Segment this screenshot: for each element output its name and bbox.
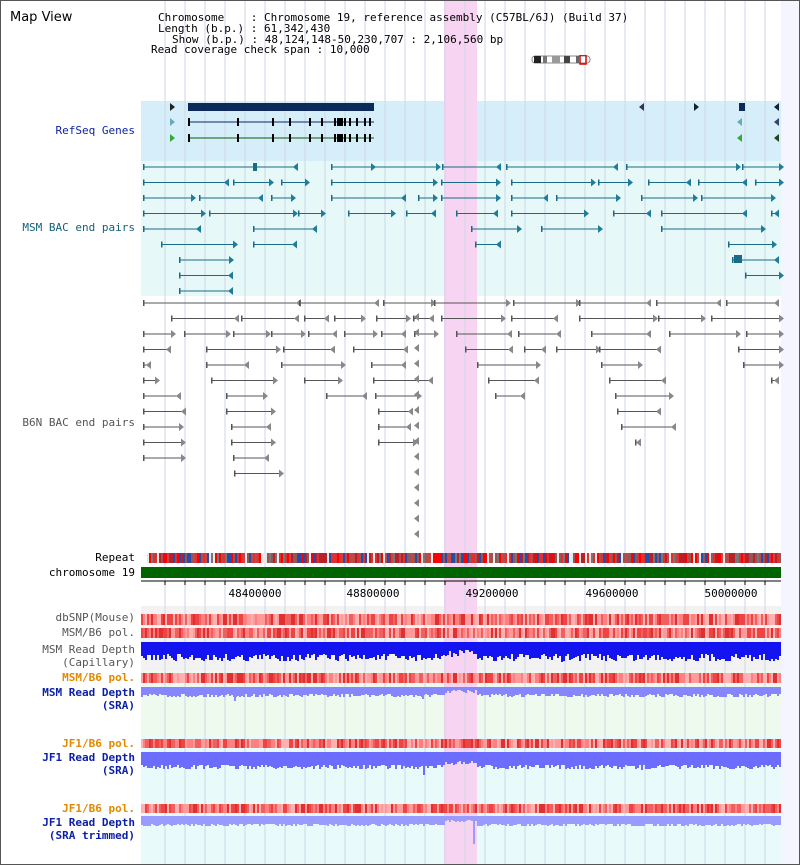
chromosome-info-line: Chromosome : Chromosome 19, reference as… [158, 11, 629, 24]
refseq-genes-features [170, 103, 779, 142]
density-tracks [141, 614, 781, 844]
chromosome-ideogram[interactable] [531, 55, 595, 65]
msm-bac-label: MSM BAC end pairs [22, 221, 135, 234]
jf1-read-depth-trimmed-label: JF1 Read Depth [42, 816, 135, 829]
axis-tick-label: 50000000 [704, 587, 758, 600]
length-info-line: Length (b.p.) : 61,342,430 [158, 22, 331, 35]
grid-lines [164, 1, 766, 864]
chromosome-value: Chromosome 19, reference assembly (C57BL… [263, 11, 629, 24]
chromosome-label: chromosome 19 [48, 566, 135, 579]
coverage-info-line: Read coverage check span : 10,000 [151, 43, 370, 56]
chromosome-bar[interactable] [141, 567, 781, 578]
show-info-line: Show (b.p.) : 48,124,148-50,230,707 : 2,… [172, 33, 504, 46]
selected-region-highlight[interactable] [444, 1, 477, 864]
page-title: Map View [10, 10, 73, 25]
msm-sra-label: (SRA) [101, 699, 135, 712]
axis-ticks [164, 581, 766, 585]
capillary-label: (Capillary) [62, 656, 135, 669]
axis-tick-label: 48400000 [228, 587, 282, 600]
dbsnp-label: dbSNP(Mouse) [55, 611, 135, 624]
coverage-key: Read coverage check span [151, 43, 310, 56]
msm-b6-pol-sra-label: MSM/B6 pol. [62, 671, 135, 684]
jf1-b6-pol-trimmed-label: JF1/B6 pol. [62, 802, 135, 815]
ideogram-position-marker [579, 55, 587, 65]
show-value: 48,124,148-50,230,707 : 2,106,560 bp [264, 33, 504, 46]
axis-tick-label: 49200000 [465, 587, 519, 600]
jf1-sra-trimmed-label: (SRA trimmed) [48, 829, 135, 842]
chromosome-key: Chromosome [158, 11, 225, 24]
msm-bac-features [143, 163, 784, 295]
b6n-bac-label: B6N BAC end pairs [22, 416, 135, 429]
repeat-label: Repeat [95, 551, 135, 564]
jf1-sra-label: (SRA) [101, 764, 135, 777]
length-value: 61,342,430 [263, 22, 331, 35]
b6n-bac-features [143, 299, 784, 538]
refseq-genes-label: RefSeq Genes [55, 124, 135, 137]
right-margin [781, 1, 799, 864]
jf1-read-depth-sra-label: JF1 Read Depth [42, 751, 135, 764]
msm-read-depth-capillary-label: MSM Read Depth [42, 643, 135, 656]
axis-tick-label: 49600000 [585, 587, 639, 600]
coverage-value: 10,000 [329, 43, 370, 56]
show-key: Show (b.p.) [172, 33, 245, 46]
length-key: Length (b.p.) [158, 22, 245, 35]
axis-tick-label: 48800000 [346, 587, 400, 600]
msm-read-depth-sra-label: MSM Read Depth [42, 686, 135, 699]
refseq-gene-block [188, 103, 374, 111]
repeat-features [147, 553, 781, 563]
jf1-b6-pol-label: JF1/B6 pol. [62, 737, 135, 750]
msm-b6-pol-label: MSM/B6 pol. [62, 626, 135, 639]
